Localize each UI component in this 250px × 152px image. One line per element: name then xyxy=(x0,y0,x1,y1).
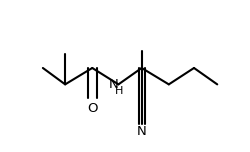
Text: N: N xyxy=(109,78,118,91)
Text: N: N xyxy=(137,125,146,138)
Text: O: O xyxy=(87,102,98,115)
Text: H: H xyxy=(115,86,124,96)
